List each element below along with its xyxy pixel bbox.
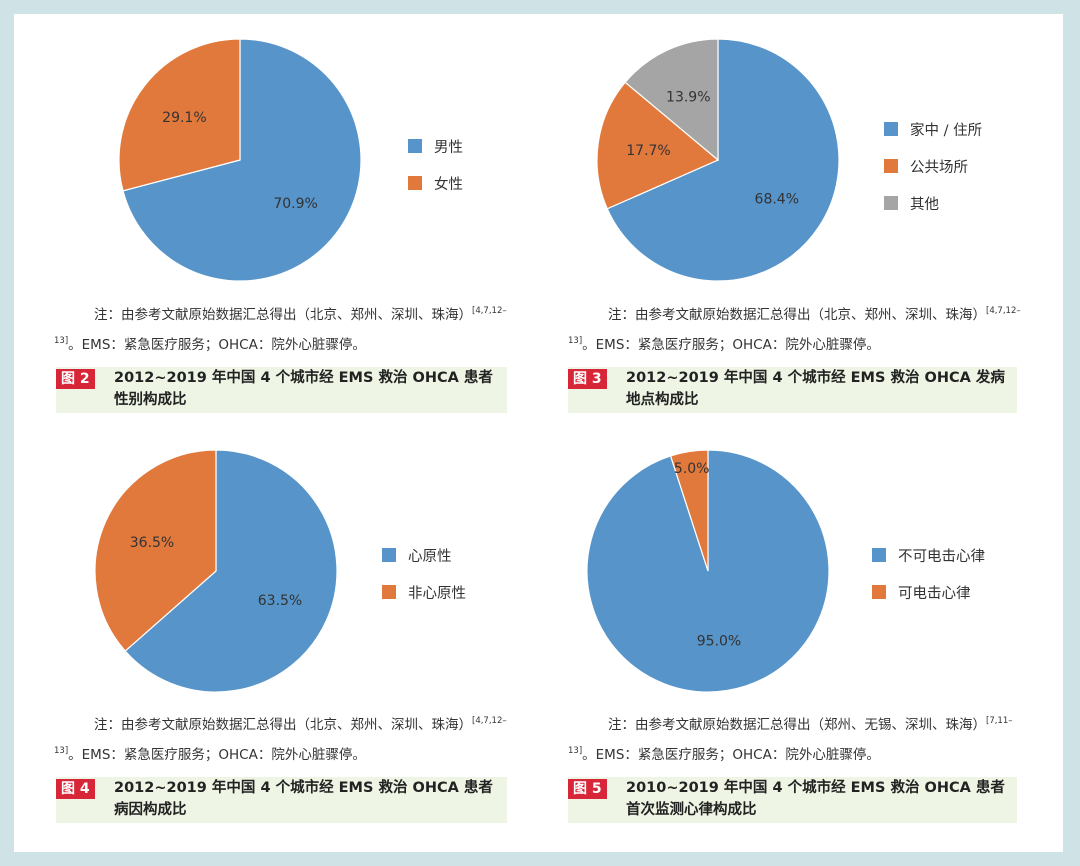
pie-slice xyxy=(124,449,338,693)
legend-item: 可电击心律 xyxy=(872,583,985,602)
pie-slice xyxy=(606,38,840,282)
pie-slice xyxy=(122,38,362,282)
note-text: 注：由参考文献原始数据汇总得出（北京、郑州、深圳、珠海） xyxy=(94,307,472,323)
note-abbreviations: 。EMS：紧急医疗服务；OHCA：院外心脏骤停。 xyxy=(68,337,366,353)
figure-panel-5: 95.0% 5.0% 不可电击心律 可电击心律 注：由参考文献原始数据汇总得出（郑… xyxy=(544,444,1054,854)
figure-label: 图 4 xyxy=(56,779,95,799)
pie-slice xyxy=(118,38,241,192)
legend-label: 女性 xyxy=(434,176,463,193)
legend-item: 女性 xyxy=(408,174,463,193)
legend-label: 男性 xyxy=(434,139,463,156)
legend-item: 非心原性 xyxy=(382,583,466,602)
legend-swatch xyxy=(408,176,422,190)
caption-text: 2012~2019 年中国 4 个城市经 EMS 救治 OHCA 发病地点构成比 xyxy=(626,370,1005,408)
note-body: 注：由参考文献原始数据汇总得出（北京、郑州、深圳、珠海）[4,7,12–13]。… xyxy=(54,298,514,358)
note-abbreviations: 。EMS：紧急医疗服务；OHCA：院外心脏骤停。 xyxy=(582,337,880,353)
pie-chart-rhythm: 95.0% 5.0% xyxy=(586,449,830,693)
figure-panel-4: 63.5% 36.5% 心原性 非心原性 注：由参考文献原始数据汇总得出（北京、郑… xyxy=(34,444,544,854)
reference-superscript: [7,11–13] xyxy=(568,716,1013,756)
pie-data-label: 70.9% xyxy=(273,196,317,212)
pie-data-label: 63.5% xyxy=(258,593,302,609)
figure-label: 图 5 xyxy=(568,779,607,799)
legend-swatch xyxy=(872,548,886,562)
legend: 家中 / 住所 公共场所 其他 xyxy=(884,120,982,231)
legend-item: 公共场所 xyxy=(884,157,982,176)
legend-swatch xyxy=(382,548,396,562)
reference-superscript: [4,7,12–13] xyxy=(568,306,1021,346)
figure-caption: 图 3 2012~2019 年中国 4 个城市经 EMS 救治 OHCA 发病地… xyxy=(568,367,1017,413)
legend-item: 不可电击心律 xyxy=(872,546,985,565)
pie-data-label: 68.4% xyxy=(755,191,799,207)
legend-item: 其他 xyxy=(884,194,982,213)
legend-swatch xyxy=(884,159,898,173)
legend-label: 其他 xyxy=(910,196,939,213)
note-body: 注：由参考文献原始数据汇总得出（北京、郑州、深圳、珠海）[4,7,12–13]。… xyxy=(568,298,1028,358)
caption-text: 2012~2019 年中国 4 个城市经 EMS 救治 OHCA 患者性别构成比 xyxy=(114,370,493,408)
pie-data-label: 36.5% xyxy=(130,535,174,551)
legend-swatch xyxy=(872,585,886,599)
legend-label: 非心原性 xyxy=(408,585,466,602)
figure-caption: 图 2 2012~2019 年中国 4 个城市经 EMS 救治 OHCA 患者性… xyxy=(56,367,507,413)
figure-caption: 图 5 2010~2019 年中国 4 个城市经 EMS 救治 OHCA 患者首… xyxy=(568,777,1017,823)
legend-swatch xyxy=(884,196,898,210)
note-text: 注：由参考文献原始数据汇总得出（北京、郑州、深圳、珠海） xyxy=(94,717,472,733)
legend: 心原性 非心原性 xyxy=(382,546,466,620)
figure-caption: 图 4 2012~2019 年中国 4 个城市经 EMS 救治 OHCA 患者病… xyxy=(56,777,507,823)
pie-chart-location: 68.4% 17.7% 13.9% xyxy=(596,38,840,282)
note-body: 注：由参考文献原始数据汇总得出（郑州、无锡、深圳、珠海）[7,11–13]。EM… xyxy=(568,708,1028,768)
note-text: 注：由参考文献原始数据汇总得出（北京、郑州、深圳、珠海） xyxy=(608,307,986,323)
figure-note: 注：由参考文献原始数据汇总得出（北京、郑州、深圳、珠海）[4,7,12–13]。… xyxy=(54,708,514,768)
reference-superscript: [4,7,12–13] xyxy=(54,306,507,346)
pie-data-label: 17.7% xyxy=(626,143,670,159)
note-text: 注：由参考文献原始数据汇总得出（郑州、无锡、深圳、珠海） xyxy=(608,717,986,733)
pie-data-label: 5.0% xyxy=(674,461,710,477)
caption-text: 2010~2019 年中国 4 个城市经 EMS 救治 OHCA 患者首次监测心… xyxy=(626,780,1005,818)
legend-item: 心原性 xyxy=(382,546,466,565)
reference-superscript: [4,7,12–13] xyxy=(54,716,507,756)
legend-item: 男性 xyxy=(408,137,463,156)
figure-label: 图 2 xyxy=(56,369,95,389)
legend-label: 不可电击心律 xyxy=(898,548,985,565)
note-abbreviations: 。EMS：紧急医疗服务；OHCA：院外心脏骤停。 xyxy=(68,747,366,763)
pie-data-label: 95.0% xyxy=(697,633,741,649)
pie-slice xyxy=(624,38,719,162)
legend: 男性 女性 xyxy=(408,137,463,211)
figure-note: 注：由参考文献原始数据汇总得出（北京、郑州、深圳、珠海）[4,7,12–13]。… xyxy=(54,298,514,358)
figure-note: 注：由参考文献原始数据汇总得出（郑州、无锡、深圳、珠海）[7,11–13]。EM… xyxy=(568,708,1028,768)
pie-chart-gender: 70.9% 29.1% xyxy=(118,38,362,282)
legend-label: 可电击心律 xyxy=(898,585,971,602)
figure-label: 图 3 xyxy=(568,369,607,389)
legend-swatch xyxy=(382,585,396,599)
pie-slice xyxy=(596,81,720,210)
legend-swatch xyxy=(408,139,422,153)
pie-data-label: 13.9% xyxy=(666,89,710,105)
note-body: 注：由参考文献原始数据汇总得出（北京、郑州、深圳、珠海）[4,7,12–13]。… xyxy=(54,708,514,768)
legend-swatch xyxy=(884,122,898,136)
pie-slice xyxy=(669,449,709,572)
pie-data-label: 29.1% xyxy=(162,110,206,126)
legend-label: 家中 / 住所 xyxy=(910,122,983,139)
pie-chart-etiology: 63.5% 36.5% xyxy=(94,449,338,693)
figure-panel-2: 70.9% 29.1% 男性 女性 注：由参考文献原始数据汇总得出（北京、郑州、深… xyxy=(34,34,544,444)
figure-note: 注：由参考文献原始数据汇总得出（北京、郑州、深圳、珠海）[4,7,12–13]。… xyxy=(568,298,1028,358)
legend-label: 心原性 xyxy=(408,548,452,565)
note-abbreviations: 。EMS：紧急医疗服务；OHCA：院外心脏骤停。 xyxy=(582,747,880,763)
figure-sheet: 70.9% 29.1% 男性 女性 注：由参考文献原始数据汇总得出（北京、郑州、深… xyxy=(14,14,1063,852)
legend: 不可电击心律 可电击心律 xyxy=(872,546,985,620)
legend-label: 公共场所 xyxy=(910,159,968,176)
figure-panel-3: 68.4% 17.7% 13.9% 家中 / 住所 公共场所 其他 注：由参考文献原… xyxy=(544,34,1054,444)
pie-slice xyxy=(94,449,217,652)
legend-item: 家中 / 住所 xyxy=(884,120,983,139)
caption-text: 2012~2019 年中国 4 个城市经 EMS 救治 OHCA 患者病因构成比 xyxy=(114,780,493,818)
